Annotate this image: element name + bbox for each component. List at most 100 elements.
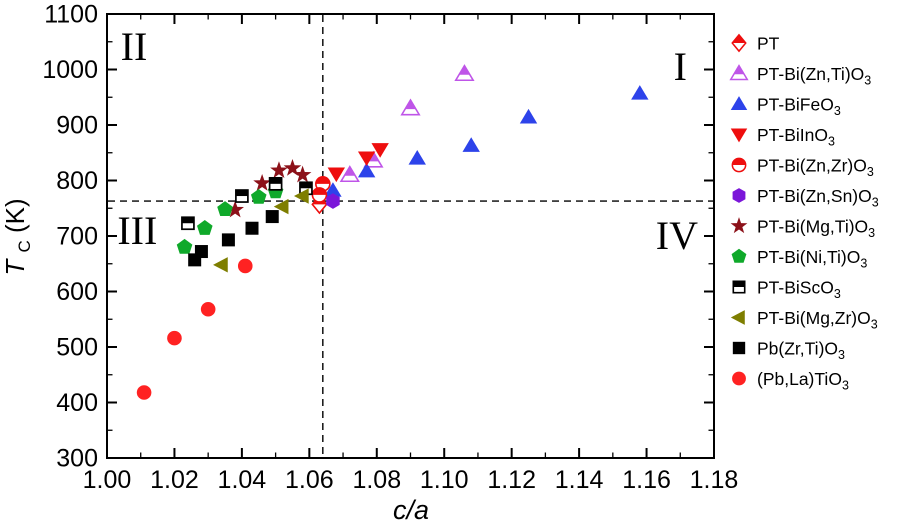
data-point [293, 188, 309, 204]
legend-label-subscript: 3 [871, 318, 878, 332]
y-tick-label: 300 [56, 445, 98, 473]
data-point [339, 165, 360, 183]
x-tick-label: 1.12 [487, 466, 536, 494]
legend-item: PT-Bi(Ni,Ti)O3 [731, 247, 867, 271]
legend-label-subscript: 3 [834, 104, 841, 118]
legend-label-text: PT-BiScO [757, 278, 834, 298]
quadrant-label-iii: III [117, 208, 157, 253]
legend-label-text: PT [757, 34, 780, 54]
y-tick-label: 500 [56, 334, 98, 362]
data-point-shape [265, 210, 279, 224]
data-point-shape [273, 198, 289, 215]
data-point-shape [213, 257, 228, 273]
legend-marker [731, 157, 747, 173]
data-point-shape [237, 258, 253, 274]
data-point-shape [181, 217, 194, 224]
data-point [196, 220, 213, 235]
data-point-shape [217, 201, 233, 216]
y-tick-label: 1000 [42, 56, 98, 84]
data-point-shape [235, 190, 248, 197]
legend-label: PT [757, 34, 780, 54]
data-point-shape [293, 165, 312, 183]
data-point [181, 216, 195, 231]
series-pt-bi-zn-zr-o- [311, 176, 331, 203]
y-axis-title-sub: C [15, 240, 34, 252]
y-tick-label: 400 [56, 389, 98, 417]
data-point [270, 161, 288, 179]
y-tick-label: 600 [56, 278, 98, 306]
data-point [268, 176, 283, 191]
legend-marker [730, 310, 745, 325]
data-point-shape [293, 188, 309, 204]
series-pt-bi-zn-ti-o- [339, 64, 475, 183]
y-tick-label: 900 [56, 112, 98, 140]
legend-item: PT-BiInO3 [730, 125, 835, 149]
data-point-shape [269, 177, 282, 184]
legend-marker-shape [732, 341, 746, 355]
data-point-shape [221, 233, 235, 247]
data-series [136, 64, 649, 400]
data-point-shape [315, 176, 330, 184]
legend-marker-shape [730, 217, 748, 234]
data-point [136, 385, 152, 400]
data-point [176, 238, 193, 254]
legend-item: PT-Bi(Mg,Zr)O3 [730, 308, 878, 332]
data-point [194, 245, 208, 259]
y-axis-title-main: T [0, 258, 30, 276]
x-tick-label: 1.08 [352, 466, 401, 494]
legend-marker-shape [731, 248, 747, 263]
data-point-shape [245, 221, 259, 235]
legend-label-subscript: 3 [860, 257, 867, 271]
x-axis-title: c/a [393, 495, 429, 525]
legend-marker-shape [732, 34, 746, 43]
data-point [454, 64, 475, 82]
data-point-shape [519, 108, 538, 124]
legend-marker-shape [733, 281, 745, 287]
legend-label: PT-Bi(Ni,Ti)O3 [757, 247, 867, 271]
data-point [245, 221, 259, 235]
data-point-shape [226, 200, 244, 218]
legend-marker-shape [733, 65, 745, 75]
legend-label: Pb(Zr,Ti)O3 [757, 339, 845, 363]
legend-label-text: PT-Bi(Mg,Ti)O [757, 217, 868, 237]
legend-label: PT-Bi(Mg,Ti)O3 [757, 217, 875, 241]
data-point-shape [631, 85, 649, 100]
data-point-shape [357, 151, 376, 167]
x-tick-label: 1.18 [690, 466, 739, 494]
legend-marker [730, 128, 748, 143]
legend-label: PT-Bi(Zn,Ti)O3 [757, 64, 871, 88]
data-point-shape [283, 158, 302, 176]
data-point [631, 85, 649, 100]
quadrant-label-ii: II [121, 24, 148, 69]
legend-item: PT-Bi(Mg,Ti)O3 [730, 217, 875, 241]
y-tick-label: 700 [56, 223, 98, 251]
data-point-shape [327, 167, 346, 183]
series-pt-bifeo- [324, 85, 649, 197]
data-point [221, 233, 235, 247]
data-point-shape [299, 182, 312, 189]
series-pt-bi-mg-zr-o- [213, 188, 309, 273]
data-point [293, 165, 312, 183]
legend-marker-shape [730, 310, 745, 325]
data-point [357, 151, 376, 167]
x-tick-label: 1.14 [555, 466, 604, 494]
legend-item: Pb(Zr,Ti)O3 [732, 339, 845, 363]
legend-marker-shape [730, 96, 748, 110]
data-point [226, 200, 244, 218]
legend-marker [732, 280, 746, 294]
data-point [217, 201, 233, 216]
legend-marker [729, 64, 749, 81]
legend-item: PT-BiFeO3 [730, 95, 841, 118]
legend-marker [730, 96, 748, 110]
x-tick-label: 1.04 [218, 466, 267, 494]
data-point-shape [405, 100, 416, 110]
data-point [311, 187, 328, 203]
legend-label-text: Pb(Zr,Ti)O [757, 339, 838, 359]
legend-label-text: PT-BiInO [757, 125, 828, 145]
legend-marker [732, 341, 746, 355]
data-point-shape [326, 193, 340, 209]
legend-label-text: PT-Bi(Zn,Sn)O [757, 186, 872, 206]
data-point [371, 143, 389, 158]
legend-label: PT-Bi(Mg,Zr)O3 [757, 308, 878, 332]
